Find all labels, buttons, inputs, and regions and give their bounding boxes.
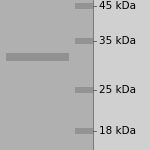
FancyBboxPatch shape [93,0,150,150]
Text: 18 kDa: 18 kDa [99,126,136,136]
FancyBboxPatch shape [0,0,93,150]
FancyBboxPatch shape [75,3,93,9]
FancyBboxPatch shape [75,87,93,93]
FancyBboxPatch shape [75,38,93,44]
FancyBboxPatch shape [75,128,93,134]
Text: 45 kDa: 45 kDa [99,1,136,11]
Text: 25 kDa: 25 kDa [99,85,136,95]
Text: 35 kDa: 35 kDa [99,36,136,46]
FancyBboxPatch shape [6,53,69,61]
